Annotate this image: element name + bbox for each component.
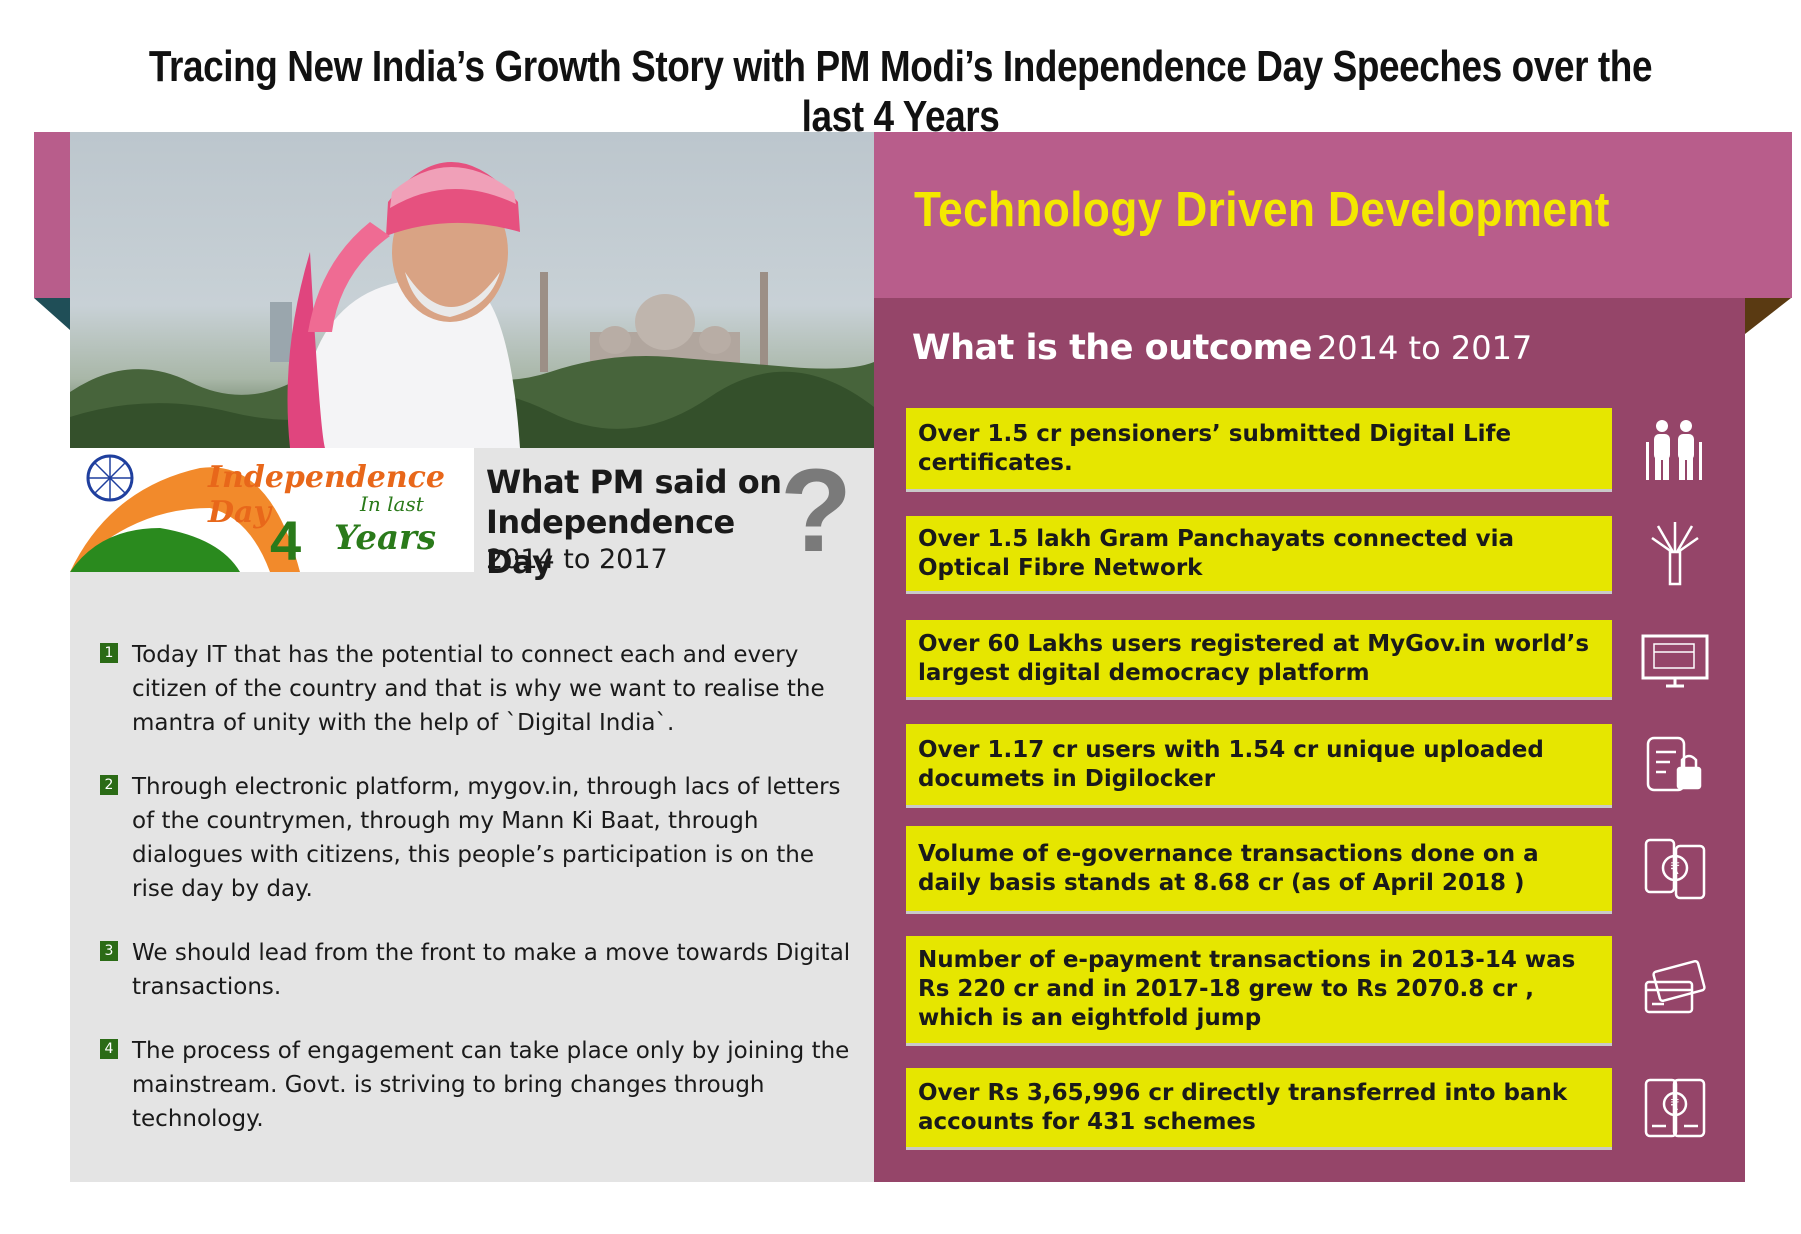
speech-years: 2014 to 2017 — [486, 544, 668, 575]
stat-card: Over Rs 3,65,996 cr directly transferred… — [906, 1068, 1612, 1150]
stat-card: Volume of e-governance transactions done… — [906, 826, 1612, 914]
stat-text: Number of e-payment transactions in 2013… — [918, 947, 1576, 1031]
credit-card-icon — [1640, 954, 1710, 1024]
independence-day-banner: Independence Day In last 4 Years — [70, 448, 474, 572]
point-text: The process of engagement can take place… — [132, 1038, 850, 1132]
stat-text: Over Rs 3,65,996 cr directly transferred… — [918, 1079, 1568, 1135]
stat-card: Over 1.5 lakh Gram Panchayats connected … — [906, 516, 1612, 594]
left-ribbon — [34, 132, 74, 298]
svg-text:₹: ₹ — [1670, 1096, 1680, 1114]
svg-text:₹: ₹ — [1670, 859, 1680, 878]
tricolour-swoosh-graphic — [70, 454, 300, 572]
right-ribbon-fold — [1745, 298, 1791, 334]
stat-card: Over 60 Lakhs users registered at MyGov.… — [906, 620, 1612, 700]
mobile-rupee-icon: ₹ — [1640, 1074, 1710, 1144]
point-text: We should lead from the front to make a … — [132, 940, 851, 1000]
page-title: Tracing New India’s Growth Story with PM… — [148, 42, 1653, 141]
outcome-heading-bold: What is the outcome — [912, 328, 1312, 368]
point-number-badge: 3 — [100, 941, 118, 961]
speech-point: 1 Today IT that has the potential to con… — [100, 638, 860, 740]
speech-heading: What PM said on Independence Day — [486, 463, 782, 581]
hero-photo-illustration — [70, 162, 874, 448]
left-content-panel: Independence Day In last 4 Years What PM… — [70, 448, 874, 1182]
stat-text: Over 60 Lakhs users registered at MyGov.… — [918, 630, 1590, 686]
section-title: Technology Driven Development — [914, 183, 1610, 237]
banner-number: 4 — [270, 509, 302, 572]
monitor-icon — [1640, 624, 1710, 694]
point-text: Today IT that has the potential to conne… — [132, 642, 825, 736]
optical-fibre-icon — [1640, 518, 1710, 588]
point-number-badge: 1 — [100, 643, 118, 663]
banner-years: Years — [334, 518, 437, 558]
point-text: Through electronic platform, mygov.in, t… — [132, 774, 841, 902]
stat-text: Over 1.5 cr pensioners’ submitted Digita… — [918, 420, 1512, 476]
outcome-heading: What is the outcome 2014 to 2017 — [912, 328, 1532, 368]
speech-point: 2 Through electronic platform, mygov.in,… — [100, 770, 860, 906]
banner-title: Independence Day — [208, 460, 446, 530]
left-ribbon-fold — [34, 298, 70, 330]
speech-point: 4 The process of engagement can take pla… — [100, 1034, 860, 1136]
elderly-couple-icon — [1640, 416, 1710, 486]
stat-card: Over 1.5 cr pensioners’ submitted Digita… — [906, 408, 1612, 492]
stat-text: Volume of e-governance transactions done… — [918, 840, 1539, 896]
stat-card: Over 1.17 cr users with 1.54 cr unique u… — [906, 724, 1612, 808]
hero-photo — [70, 132, 874, 448]
outcome-heading-years: 2014 to 2017 — [1316, 329, 1533, 367]
stat-text: Over 1.5 lakh Gram Panchayats connected … — [918, 525, 1515, 581]
stat-card: Number of e-payment transactions in 2013… — [906, 936, 1612, 1046]
document-lock-icon — [1640, 730, 1710, 800]
stat-text: Over 1.17 cr users with 1.54 cr unique u… — [918, 736, 1544, 792]
point-number-badge: 2 — [100, 775, 118, 795]
banner-in-last: In last — [360, 492, 424, 516]
right-ribbon — [874, 132, 1792, 298]
speech-points-list: 1 Today IT that has the potential to con… — [100, 638, 860, 1166]
phone-rupee-transfer-icon: ₹ — [1640, 834, 1710, 904]
point-number-badge: 4 — [100, 1039, 118, 1059]
speech-point: 3 We should lead from the front to make … — [100, 936, 860, 1004]
question-mark-icon: ? — [780, 445, 853, 577]
